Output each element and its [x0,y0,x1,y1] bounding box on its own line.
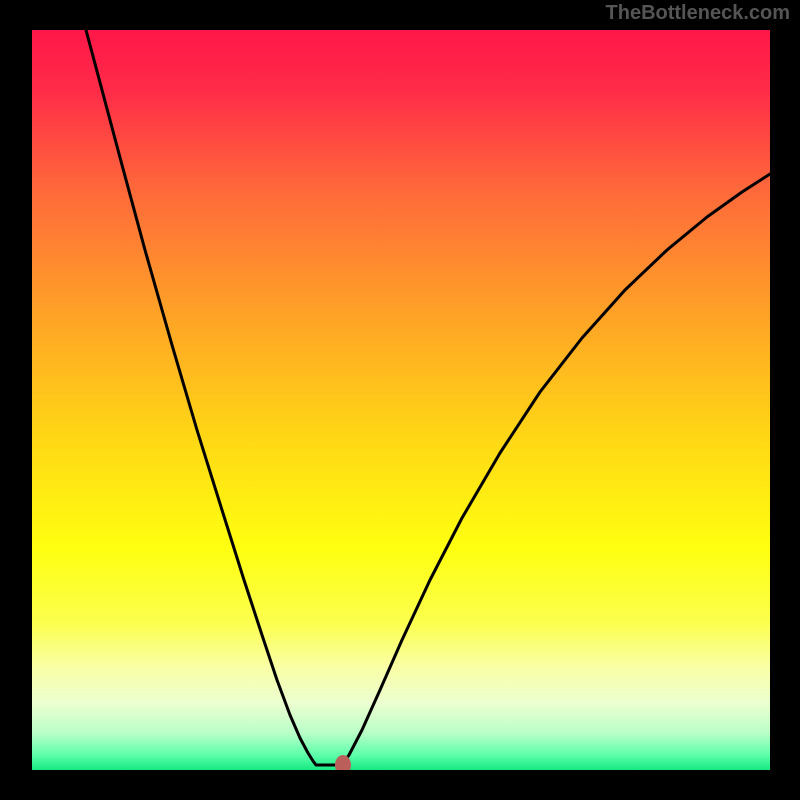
watermark-text: TheBottleneck.com [606,2,790,25]
chart-plot-area [32,30,770,770]
chart-svg [32,30,770,770]
bottleneck-curve [86,30,770,765]
